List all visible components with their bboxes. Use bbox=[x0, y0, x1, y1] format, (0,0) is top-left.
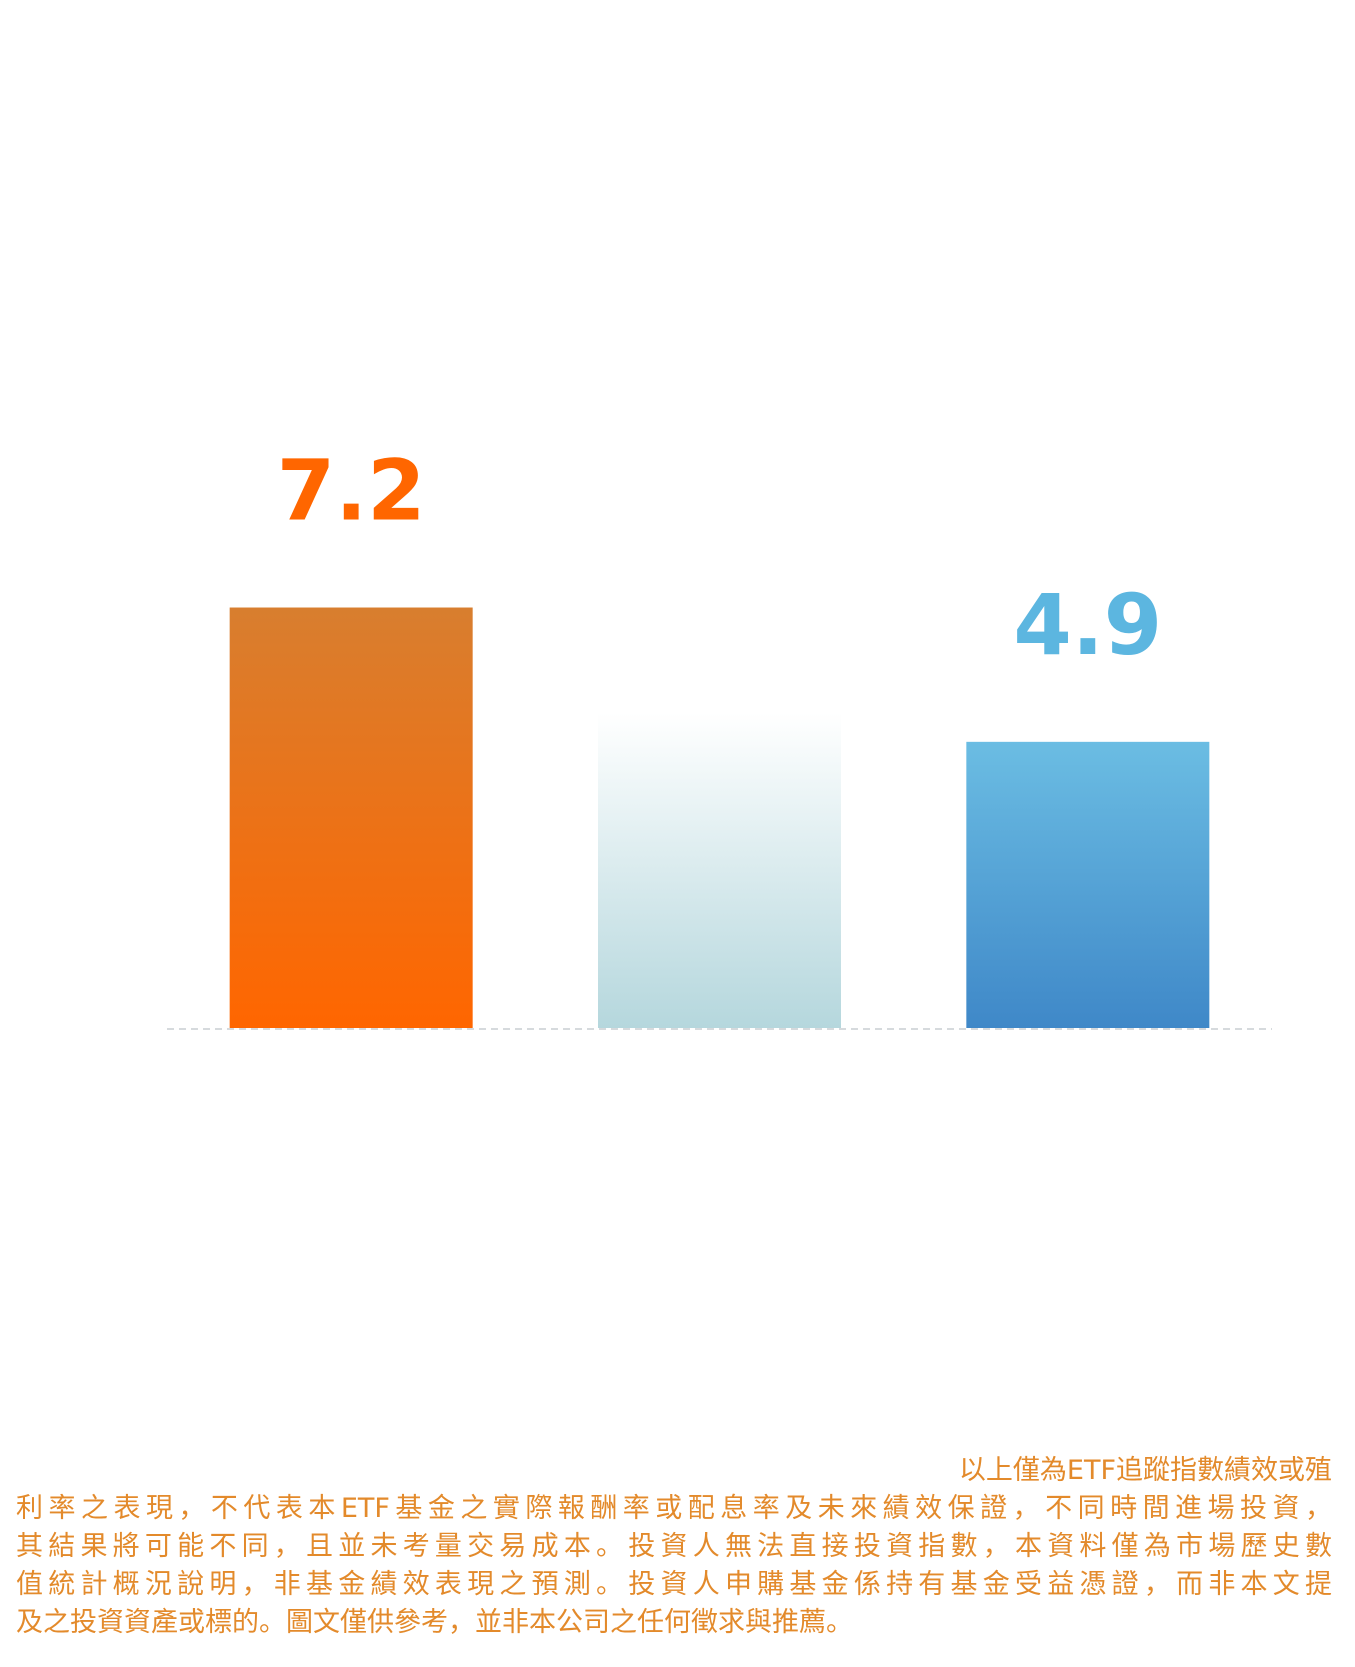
disclaimer-line: 值統計概況說明，非基金績效表現之預測。投資人申購基金係持有基金受益憑證，而非本文… bbox=[16, 1569, 1332, 1600]
chart: 7.2 4.9 bbox=[167, 442, 1272, 1030]
bar bbox=[229, 607, 473, 1028]
value-label: 7.2 bbox=[277, 442, 426, 540]
bar bbox=[966, 741, 1210, 1028]
value-label: 4.9 bbox=[1013, 576, 1162, 674]
disclaimer-line: 及之投資資產或標的。圖文僅供參考，並非本公司之任何徵求與推薦。 bbox=[16, 1607, 853, 1638]
bar bbox=[598, 712, 841, 1028]
disclaimer-line: 以上僅為ETF追蹤指數績效或殖 bbox=[958, 1455, 1332, 1486]
disclaimer: 以上僅為ETF追蹤指數績效或殖利率之表現，不代表本ETF基金之實際報酬率或配息率… bbox=[16, 1452, 1332, 1642]
disclaimer-line: 利率之表現，不代表本ETF基金之實際報酬率或配息率及未來績效保證，不同時間進場投… bbox=[16, 1493, 1332, 1524]
disclaimer-line: 其結果將可能不同，且並未考量交易成本。投資人無法直接投資指數，本資料僅為市場歷史… bbox=[16, 1531, 1332, 1562]
